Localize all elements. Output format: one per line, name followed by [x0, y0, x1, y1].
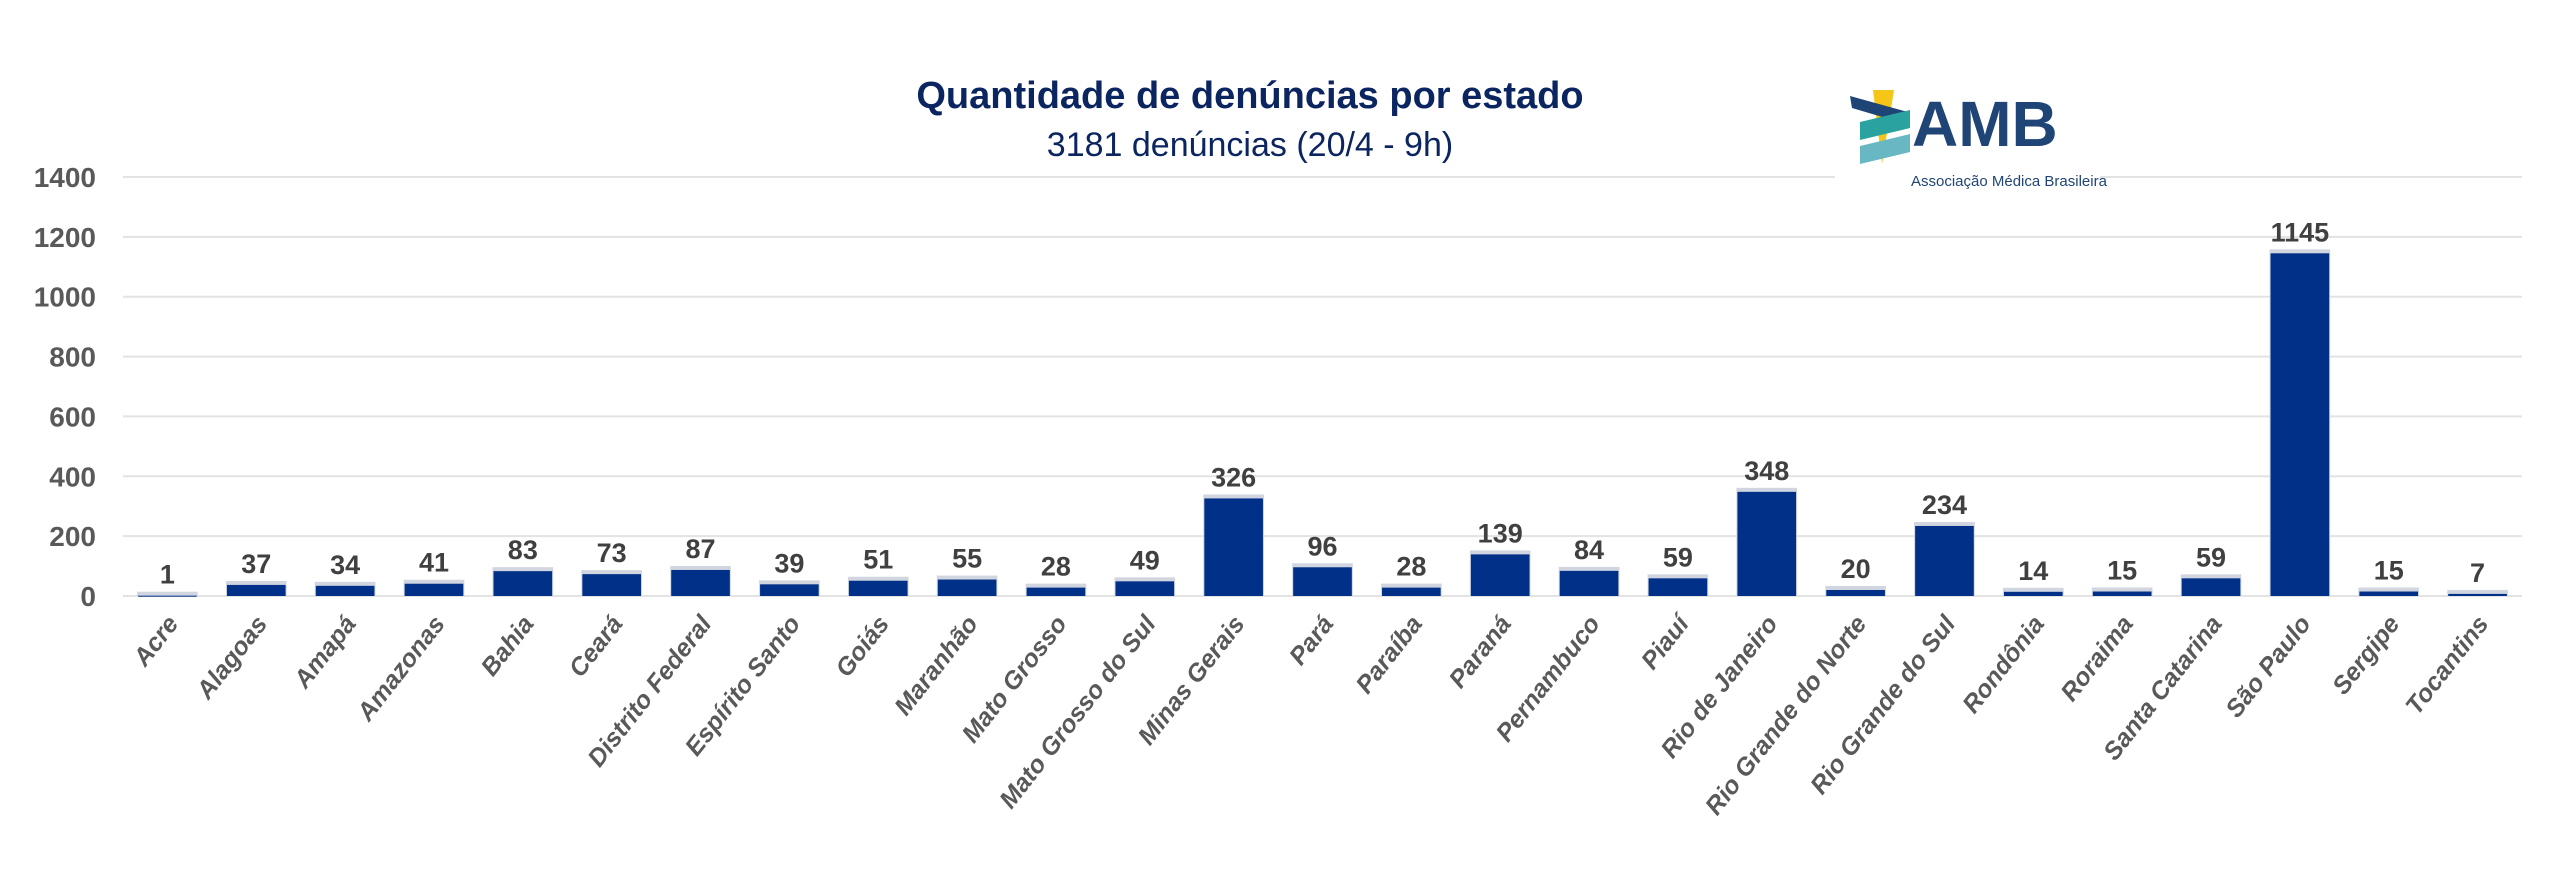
- y-tick-label: 800: [49, 342, 96, 373]
- amb-logo: AMB Associação Médica Brasileira: [1850, 88, 2108, 190]
- bar: [1204, 498, 1263, 596]
- x-tick-label: Mato Grosso do Sul: [994, 610, 1162, 814]
- logo-tagline: Associação Médica Brasileira: [1911, 173, 2108, 190]
- bar: [493, 571, 553, 596]
- x-tick-label: Bahia: [476, 610, 540, 681]
- gridlines: [123, 176, 2522, 597]
- data-label: 348: [1744, 456, 1789, 486]
- data-label: 15: [2374, 556, 2404, 586]
- data-label: 59: [1663, 542, 1693, 572]
- x-tick-label: Paraíba: [1350, 610, 1428, 698]
- bar: [1382, 587, 1441, 596]
- data-label: 39: [774, 548, 804, 578]
- y-tick-label: 400: [49, 461, 96, 492]
- bar: [760, 584, 819, 596]
- x-tick-label: Roraima: [2055, 610, 2139, 706]
- bar: [315, 585, 375, 596]
- x-tick-label: Rondônia: [1957, 610, 2050, 718]
- bar: [1559, 570, 1619, 596]
- data-label: 59: [2196, 542, 2226, 572]
- bar: [848, 580, 908, 596]
- x-tick-label: Maranhão: [889, 610, 984, 720]
- x-tick-label: Sergipe: [2327, 610, 2406, 700]
- data-label: 49: [1130, 545, 1160, 575]
- bar: [1915, 525, 1974, 596]
- bar: [2181, 578, 2241, 596]
- logo-backdrop: [1835, 160, 2100, 196]
- bar: [404, 583, 464, 596]
- data-label: 326: [1211, 462, 1256, 492]
- bar: [1826, 590, 1885, 596]
- bar: [138, 595, 197, 597]
- bar-shadow: [137, 591, 198, 596]
- x-tick-label: Piauí: [1636, 608, 1697, 675]
- y-tick-label: 200: [49, 521, 96, 552]
- data-label: 41: [419, 548, 449, 578]
- x-tick-label: Goiás: [830, 610, 895, 682]
- y-tick-label: 600: [49, 401, 96, 432]
- bar: [2359, 591, 2419, 596]
- bar: [1470, 554, 1530, 596]
- bar: [937, 579, 997, 596]
- bar-shadow: [2447, 589, 2508, 596]
- data-label: 234: [1922, 490, 1967, 520]
- x-tick-label: Tocantins: [2400, 610, 2494, 720]
- bar: [1026, 587, 1086, 596]
- x-tick-label: Acre: [127, 610, 184, 672]
- bar: [1293, 567, 1352, 596]
- x-tick-label: Ceará: [564, 610, 629, 682]
- data-label: 7: [2470, 558, 2485, 588]
- logo-ribbon-2: [1860, 134, 1910, 164]
- bar: [2448, 593, 2507, 596]
- data-labels: 1 37 34 41 83 73 87 39 51 55 28 49 326 96 28 139 84 59 348…: [160, 217, 2485, 589]
- data-label: 83: [508, 535, 538, 565]
- data-label: 15: [2107, 556, 2137, 586]
- x-tick-label: Rio Grande do Norte: [1700, 610, 1873, 820]
- y-tick-label: 1200: [34, 222, 96, 253]
- bars: [137, 249, 2508, 597]
- data-label: 1: [160, 560, 175, 590]
- data-label: 28: [1396, 552, 1426, 582]
- x-tick-label: Alagoas: [190, 610, 273, 705]
- logo-ribbon-1: [1860, 110, 1910, 140]
- data-label: 37: [241, 549, 271, 579]
- y-tick-label: 1400: [34, 162, 96, 193]
- bar: [226, 584, 286, 596]
- x-tick-label: Amazonas: [351, 610, 451, 727]
- data-label: 139: [1478, 518, 1523, 548]
- data-label: 14: [2018, 556, 2048, 586]
- bar: [2092, 591, 2152, 596]
- data-label: 87: [686, 534, 716, 564]
- bar: [2270, 253, 2330, 596]
- data-label: 51: [863, 545, 893, 575]
- data-label: 34: [330, 550, 360, 580]
- chart-title: Quantidade de denúncias por estado: [916, 75, 1583, 117]
- x-tick-label: Amapá: [288, 610, 362, 694]
- chart-subtitle: 3181 denúncias (20/4 - 9h): [1047, 126, 1453, 164]
- data-label: 73: [597, 538, 627, 568]
- x-tick-label: São Paulo: [2220, 610, 2316, 722]
- bar: [1737, 491, 1797, 596]
- data-label: 1145: [2271, 217, 2330, 247]
- bar: [1648, 578, 1708, 596]
- bar: [582, 574, 642, 596]
- data-label: 20: [1841, 554, 1871, 584]
- bar: [671, 569, 730, 596]
- y-tick-label: 0: [80, 581, 96, 612]
- y-tick-label: 1000: [34, 282, 96, 313]
- bar: [2003, 591, 2063, 596]
- data-label: 96: [1307, 531, 1337, 561]
- data-label: 84: [1574, 535, 1604, 565]
- data-label: 28: [1041, 552, 1071, 582]
- y-axis: 0 200 400 600 800 1000 1200 1400: [34, 162, 96, 612]
- data-label: 55: [952, 544, 982, 574]
- logo-text: AMB: [1912, 88, 2058, 160]
- bar: [1115, 581, 1175, 596]
- x-tick-label: Paraná: [1444, 610, 1517, 693]
- x-tick-label: Pará: [1284, 610, 1339, 670]
